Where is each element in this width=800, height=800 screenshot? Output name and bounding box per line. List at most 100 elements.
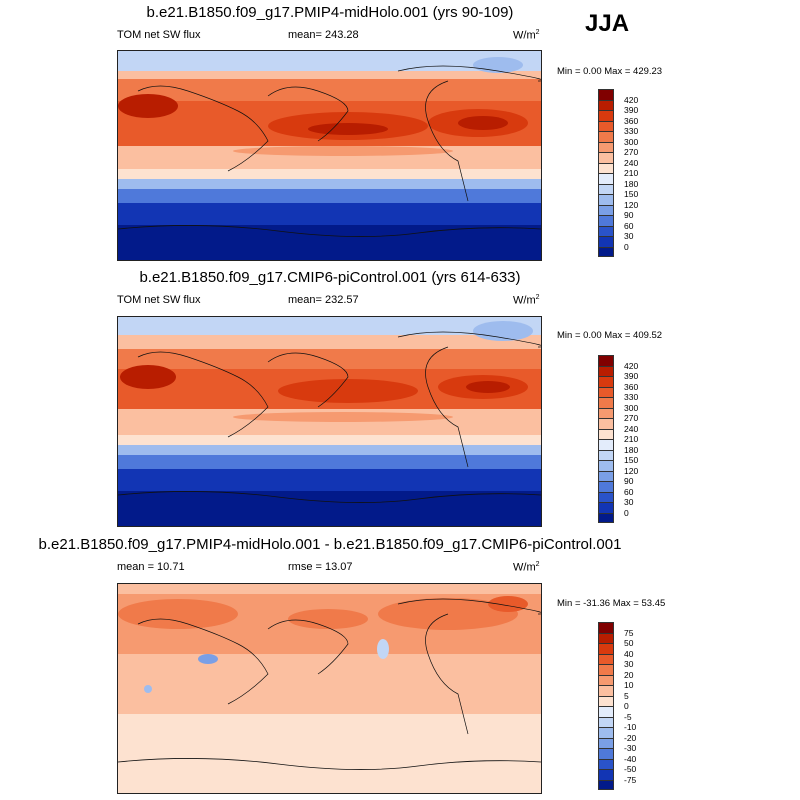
mean-label: mean= 243.28: [288, 29, 359, 41]
colorbar-tick-label: 30: [624, 497, 634, 507]
colorbar-swatch: [598, 502, 614, 513]
colorbar-swatch: [598, 769, 614, 780]
colorbar-tick-label: 390: [624, 371, 639, 381]
colorbar-swatch: [598, 215, 614, 226]
colorbar-swatch: [598, 152, 614, 163]
colorbar-tick-label: 0: [624, 241, 629, 252]
colorbar-tick-label: -50: [624, 764, 637, 774]
sw-flux-diff-map: [118, 584, 541, 793]
colorbar-swatch: [598, 246, 614, 257]
colorbar: [598, 89, 614, 257]
colorbar-swatch: [598, 194, 614, 205]
colorbar-swatch: [598, 674, 614, 685]
colorbar-swatch: [598, 664, 614, 675]
colorbar-tick-label: 270: [624, 413, 639, 423]
colorbar-swatch: [598, 89, 614, 100]
colorbar-swatch: [598, 204, 614, 215]
colorbar-swatch: [598, 99, 614, 110]
colorbar-tick-label: 360: [624, 381, 639, 392]
colorbar-tick-label: -10: [624, 722, 637, 732]
colorbar-swatch: [598, 236, 614, 247]
colorbar-tick-label: 20: [624, 669, 634, 680]
colorbar-swatch: [598, 470, 614, 481]
colorbar-tick-label: 60: [624, 486, 634, 497]
colorbar: [598, 355, 614, 523]
colorbar-swatch: [598, 386, 614, 397]
colorbar: [598, 622, 614, 790]
map-plot: [117, 583, 542, 794]
colorbar-swatch: [598, 727, 614, 738]
panel-title: b.e21.B1850.f09_g17.PMIP4-midHolo.001 (y…: [146, 4, 514, 21]
colorbar-tick-label: 300: [624, 402, 639, 413]
colorbar-tick-label: 150: [624, 189, 639, 199]
colorbar-swatch: [598, 173, 614, 184]
colorbar-tick-label: -75: [624, 774, 637, 785]
colorbar-swatch: [598, 512, 614, 523]
colorbar-tick-label: 90: [624, 210, 634, 220]
colorbar-swatch: [598, 376, 614, 387]
colorbar-tick-label: 5: [624, 690, 629, 701]
colorbar-tick-label: 180: [624, 178, 639, 189]
colorbar-swatch: [598, 716, 614, 727]
colorbar-swatch: [598, 110, 614, 121]
colorbar-tick-label: -40: [624, 753, 637, 764]
colorbar-swatch: [598, 643, 614, 654]
colorbar-swatch: [598, 685, 614, 696]
colorbar-tick-label: 330: [624, 126, 639, 136]
colorbar-swatch: [598, 439, 614, 450]
colorbar-swatch: [598, 418, 614, 429]
colorbar-tick-label: 120: [624, 465, 639, 476]
variable-label: TOM net SW flux: [117, 29, 201, 41]
colorbar-tick-label: -5: [624, 711, 632, 722]
colorbar-swatch: [598, 758, 614, 769]
colorbar-tick-label: 30: [624, 659, 634, 669]
colorbar-swatch: [598, 428, 614, 439]
units-label: W/m2: [513, 29, 540, 42]
colorbar-swatch: [598, 449, 614, 460]
colorbar-swatch: [598, 653, 614, 664]
colorbar-tick-label: 330: [624, 392, 639, 402]
colorbar-tick-label: 210: [624, 434, 639, 444]
colorbar-tick-label: 240: [624, 157, 639, 168]
colorbar-tick-label: 240: [624, 423, 639, 434]
colorbar-tick-label: 90: [624, 476, 634, 486]
colorbar-tick-label: -20: [624, 732, 637, 743]
colorbar-tick-label: 210: [624, 168, 639, 178]
colorbar-swatch: [598, 162, 614, 173]
colorbar-swatch: [598, 365, 614, 376]
colorbar-tick-label: 60: [624, 220, 634, 231]
colorbar-tick-label: -30: [624, 743, 637, 753]
units-label: W/m2: [513, 294, 540, 307]
colorbar-swatch: [598, 706, 614, 717]
colorbar-tick-label: 40: [624, 648, 634, 659]
colorbar-tick-label: 360: [624, 115, 639, 126]
colorbar-tick-label: 180: [624, 444, 639, 455]
colorbar-swatch: [598, 622, 614, 633]
variable-label: TOM net SW flux: [117, 294, 201, 306]
colorbar-swatch: [598, 120, 614, 131]
colorbar-swatch: [598, 491, 614, 502]
min-max-readout: Min = 0.00 Max = 429.23: [557, 66, 663, 77]
colorbar-swatch: [598, 460, 614, 471]
colorbar-tick-label: 75: [624, 627, 634, 638]
colorbar-tick-label: 50: [624, 638, 634, 648]
colorbar-swatch: [598, 407, 614, 418]
colorbar-tick-label: 0: [624, 507, 629, 518]
rmse-label: rmse = 13.07: [288, 561, 353, 573]
colorbar-tick-label: 0: [624, 701, 629, 711]
units-label: W/m2: [513, 561, 540, 574]
colorbar-swatch: [598, 632, 614, 643]
colorbar-tick-label: 270: [624, 147, 639, 157]
colorbar-swatch: [598, 695, 614, 706]
min-max-readout: Min = -31.36 Max = 53.45: [557, 598, 666, 609]
colorbar-tick-label: 120: [624, 199, 639, 210]
colorbar-tick-label: 150: [624, 455, 639, 465]
mean-label: mean = 10.71: [117, 561, 185, 573]
colorbar-swatch: [598, 481, 614, 492]
colorbar-tick-label: 420: [624, 94, 639, 105]
colorbar-tick-label: 420: [624, 360, 639, 371]
panel-title: b.e21.B1850.f09_g17.CMIP6-piControl.001 …: [139, 269, 521, 286]
colorbar-swatch: [598, 131, 614, 142]
colorbar-swatch: [598, 779, 614, 790]
colorbar-tick-label: 10: [624, 680, 634, 690]
